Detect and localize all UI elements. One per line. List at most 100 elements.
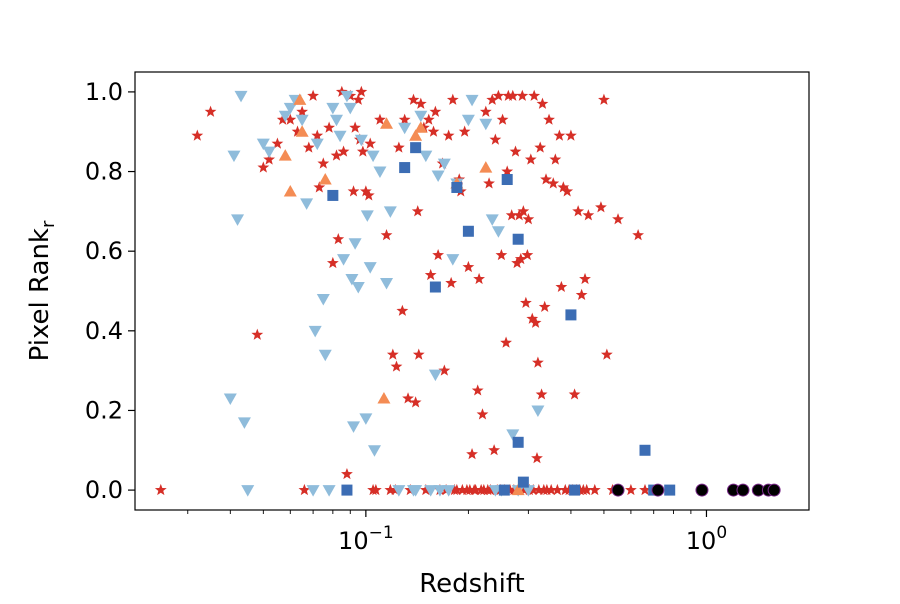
point-star <box>524 153 537 165</box>
point-triangle-down <box>337 254 351 266</box>
point-star <box>547 177 560 189</box>
point-star <box>317 157 330 169</box>
point-star <box>505 209 518 221</box>
point-star <box>531 452 543 464</box>
point-star <box>535 388 548 400</box>
y-tick-label: 0.8 <box>85 158 123 186</box>
point-star <box>359 185 372 197</box>
point-triangle-down <box>348 238 362 250</box>
point-star <box>488 444 501 456</box>
point-circle <box>736 483 750 497</box>
y-tick-label: 0.2 <box>85 396 123 424</box>
point-star <box>632 229 645 241</box>
point-triangle-down <box>491 226 505 238</box>
point-star <box>513 209 526 221</box>
point-star <box>323 121 335 133</box>
point-star <box>392 141 405 153</box>
point-star <box>582 209 595 221</box>
point-triangle-up <box>278 149 292 161</box>
series-triangle-down <box>223 90 545 497</box>
series-square <box>327 142 676 496</box>
point-triangle-down <box>340 90 354 103</box>
point-star <box>332 233 345 245</box>
point-star <box>302 141 315 153</box>
y-tick-label: 0.4 <box>85 317 123 345</box>
data-marks <box>154 85 781 497</box>
point-star <box>424 268 437 281</box>
x-axis-label: Redshift <box>419 569 525 599</box>
point-star <box>330 149 343 161</box>
point-star <box>483 177 495 189</box>
point-triangle-up <box>293 93 307 105</box>
point-star <box>557 181 570 193</box>
point-star <box>532 483 545 496</box>
point-square <box>410 142 422 154</box>
point-star <box>409 396 422 408</box>
point-star <box>271 137 284 149</box>
point-triangle-up <box>283 184 297 197</box>
point-square <box>399 162 411 174</box>
point-star <box>519 296 532 308</box>
point-square <box>569 484 581 496</box>
point-star <box>456 483 469 496</box>
point-star <box>529 316 542 328</box>
point-square <box>664 484 676 496</box>
point-star <box>390 360 403 372</box>
point-square <box>517 476 529 488</box>
point-star <box>572 205 585 217</box>
point-star <box>555 280 568 293</box>
point-star <box>484 483 497 496</box>
point-star <box>588 483 601 496</box>
point-triangle-down <box>347 421 361 433</box>
point-triangle-down <box>433 485 447 497</box>
point-triangle-down <box>461 114 475 127</box>
point-star <box>362 189 375 201</box>
point-triangle-down <box>521 485 535 497</box>
point-square <box>462 225 474 237</box>
point-star <box>386 348 399 360</box>
point-triangle-down <box>306 485 320 497</box>
point-triangle-up <box>295 125 309 137</box>
point-star <box>298 483 311 496</box>
point-triangle-down <box>442 485 456 497</box>
point-star <box>402 392 414 404</box>
point-star <box>534 141 547 153</box>
point-triangle-down <box>326 102 340 115</box>
point-star <box>251 328 264 340</box>
axis-ticks: 0.0 0.2 0.4 0.6 0.8 1.0 10−1 100 <box>85 78 727 555</box>
point-star <box>526 312 539 324</box>
point-square <box>429 281 441 293</box>
point-star <box>414 97 427 109</box>
point-star <box>284 113 297 125</box>
point-star <box>407 93 420 105</box>
point-star <box>462 260 475 273</box>
point-star <box>445 276 458 289</box>
point-triangle-down <box>318 349 332 362</box>
point-triangle-up <box>318 173 332 185</box>
point-triangle-down <box>367 445 381 457</box>
point-star <box>398 113 411 125</box>
point-star <box>204 105 217 117</box>
point-star <box>538 300 551 312</box>
point-star <box>612 213 624 225</box>
point-star <box>450 483 463 496</box>
point-star <box>492 89 505 101</box>
point-star <box>527 483 540 496</box>
point-star <box>540 483 553 496</box>
point-square <box>639 444 651 456</box>
point-triangle-down <box>424 485 438 497</box>
point-triangle-down <box>345 274 359 286</box>
point-square <box>565 309 577 321</box>
point-square <box>501 174 513 186</box>
point-triangle-down <box>237 417 251 429</box>
point-circle <box>695 483 709 497</box>
y-axis-label-main: Pixel Rank <box>25 228 55 361</box>
point-star <box>154 483 167 496</box>
point-star <box>495 248 508 261</box>
y-tick-label: 0.6 <box>85 237 123 265</box>
point-star <box>466 448 478 460</box>
x-tick-label: 10−1 <box>338 523 394 555</box>
point-star <box>549 153 562 165</box>
point-star <box>545 483 558 496</box>
point-triangle-down <box>428 369 442 382</box>
